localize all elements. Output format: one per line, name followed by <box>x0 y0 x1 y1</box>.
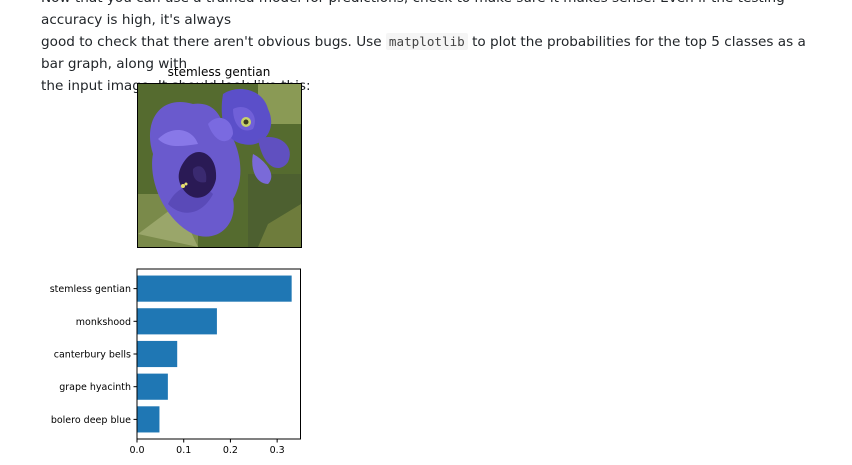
x-tick-label: 0.1 <box>176 445 191 456</box>
bar-stemless-gentian <box>137 275 292 302</box>
bar-bolero-deep-blue <box>137 406 160 433</box>
bars-layer <box>137 275 292 433</box>
bar-canterbury-bells <box>137 340 178 368</box>
instruction-line-2: good to check that there aren't obvious … <box>41 31 831 75</box>
inline-code-matplotlib: matplotlib <box>385 33 468 50</box>
flower-image <box>137 83 302 248</box>
y-tick-label: grape hyacinth <box>59 382 131 393</box>
instruction-line-1-text: Now that you can use a trained model for… <box>41 0 785 28</box>
instruction-line-2-end: to plot the probabilities for the top 5 … <box>41 34 806 72</box>
bar-grape-hyacinth <box>137 373 168 400</box>
image-title: stemless gentian <box>167 65 271 79</box>
y-tick-label: stemless gentian <box>50 284 131 295</box>
x-tick-label: 0.0 <box>129 445 144 456</box>
y-tick-labels: stemless gentian monkshood canterbury bell… <box>50 284 137 426</box>
x-tick-label: 0.3 <box>270 445 285 456</box>
instruction-line-2-start: good to check that there aren't obvious … <box>41 34 386 50</box>
bar-monkshood <box>137 308 217 335</box>
probability-bar-chart: stemless gentian monkshood canterbury bell… <box>50 268 301 456</box>
x-tick-labels: 0.0 0.1 0.2 0.3 <box>129 439 285 456</box>
y-tick-label: bolero deep blue <box>51 415 131 426</box>
x-tick-label: 0.2 <box>223 445 238 456</box>
instruction-line-1: Now that you can use a trained model for… <box>41 0 831 31</box>
gentian-flower-illustration <box>138 84 301 247</box>
y-tick-label: canterbury bells <box>54 350 131 361</box>
instruction-text: Now that you can use a trained model for… <box>41 0 831 97</box>
y-tick-label: monkshood <box>76 317 131 328</box>
